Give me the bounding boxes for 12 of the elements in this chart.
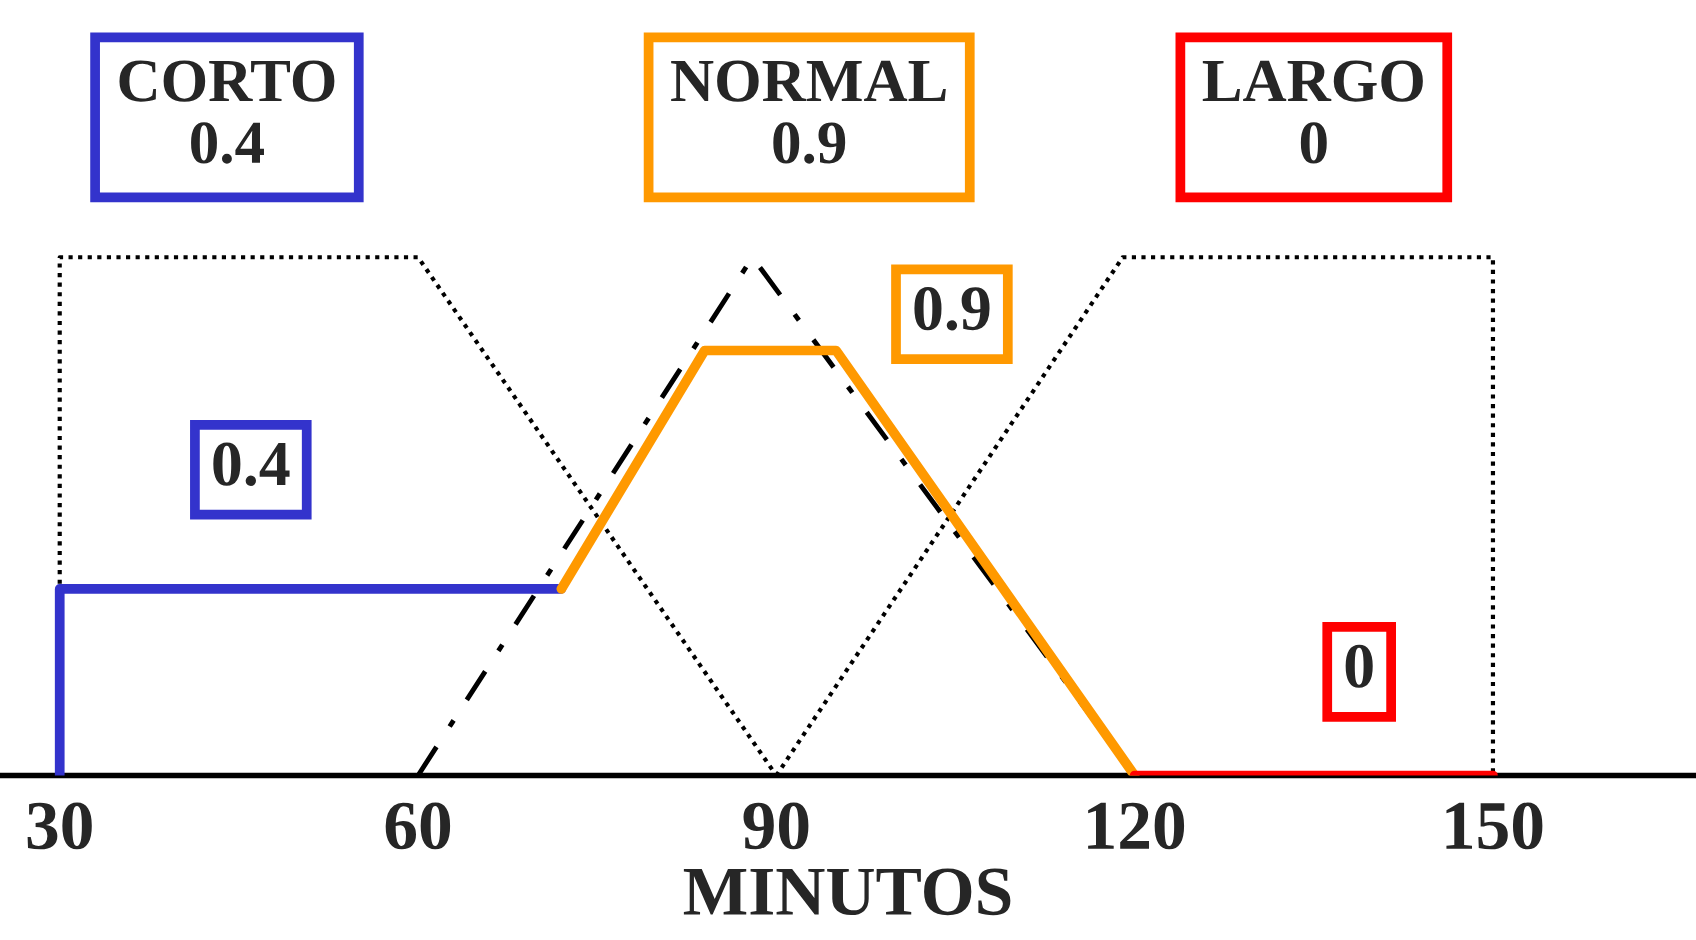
x-tick-label: 30 — [27, 802, 92, 850]
annotation: 0.9 — [914, 287, 990, 331]
x-tick-label: 150 — [1446, 802, 1543, 850]
x-axis-title: MINUTOS — [683, 868, 1011, 916]
annotation: 0 — [1345, 644, 1373, 688]
text: NORMAL 0.9 — [671, 60, 946, 164]
text: CORTO 0.4 — [119, 60, 335, 164]
x-tick-label: 120 — [1088, 802, 1185, 850]
text: LARGO 0 — [1202, 60, 1423, 164]
annotation: 0.4 — [213, 442, 290, 486]
x-tick-label: 60 — [385, 802, 451, 850]
x-tick-label: 90 — [743, 802, 809, 850]
